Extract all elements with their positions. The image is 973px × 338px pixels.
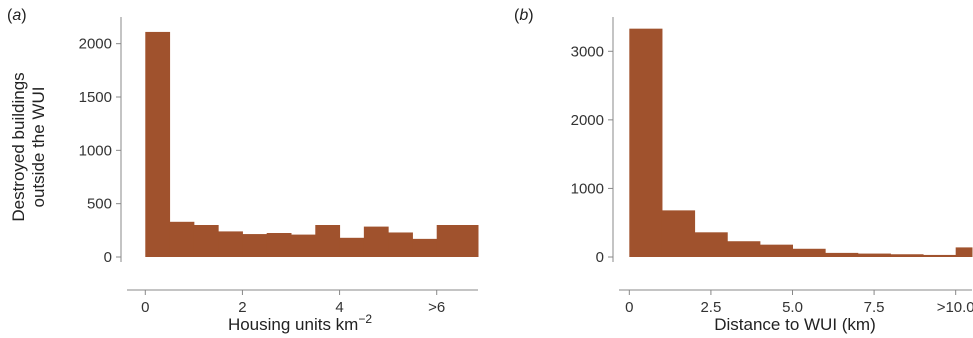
histogram-bar (694, 232, 728, 257)
histogram-bar (629, 28, 663, 257)
histogram-bar (923, 254, 957, 257)
x-tick-label: >10.0 (937, 299, 973, 316)
y-tick-label: 3000 (571, 43, 604, 60)
y-axis-label-line1: Destroyed buildings (9, 72, 28, 221)
x-tick-label: 7.5 (864, 299, 885, 316)
panel-label: (b) (514, 7, 534, 24)
y-tick-label: 0 (104, 249, 112, 266)
x-tick-label: 0 (625, 299, 633, 316)
histogram-bar (955, 247, 973, 257)
histogram-bar (890, 254, 924, 257)
x-tick-label: 5.0 (782, 299, 803, 316)
y-axis-label-line2: outside the WUI (29, 87, 48, 208)
histogram-bar (661, 210, 696, 257)
histogram-bar (792, 248, 826, 257)
histogram-bar (315, 225, 341, 257)
y-tick-label: 500 (87, 196, 112, 213)
histogram-bar (388, 232, 413, 257)
x-tick-label: >6 (428, 299, 445, 316)
y-tick-label: 0 (596, 249, 604, 266)
histogram-bar (242, 234, 268, 257)
x-tick-label: 2 (238, 299, 246, 316)
y-tick-label: 1000 (571, 180, 604, 197)
histogram-bar (169, 221, 195, 257)
panel-a-housing-density: (a) 0 500 1000 1500 2000 0 2 4 >6 Housing units km… (7, 7, 479, 334)
x-tick-label: 4 (335, 299, 343, 316)
panel-label: (a) (7, 7, 27, 24)
y-tick-label: 2000 (79, 36, 112, 53)
x-tick-label: 0 (141, 299, 149, 316)
y-tick-label: 2000 (571, 112, 604, 129)
histogram-bar (266, 233, 292, 257)
x-axis-label: Distance to WUI (km) (714, 315, 876, 334)
histogram-bar (412, 238, 438, 257)
histogram-bar (145, 31, 171, 258)
histogram-bar (339, 237, 365, 257)
histogram-bar (857, 253, 891, 257)
x-axis-label: Housing units km−2 (228, 312, 372, 334)
histogram-bar (436, 225, 479, 257)
histogram-bar (759, 244, 793, 257)
histogram-bar (193, 225, 219, 257)
histogram-bar (727, 241, 761, 257)
histogram-bar (825, 252, 859, 257)
histogram-bar (363, 226, 389, 257)
x-tick-label: 2.5 (700, 299, 721, 316)
panel-b-distance-to-wui: (b) 0 1000 2000 3000 0 2.5 5.0 7.5 >10.0 Distance … (514, 7, 973, 334)
y-tick-label: 1000 (79, 142, 112, 159)
y-tick-label: 1500 (79, 89, 112, 106)
histogram-bar (291, 234, 316, 257)
histogram-bar (218, 231, 243, 257)
